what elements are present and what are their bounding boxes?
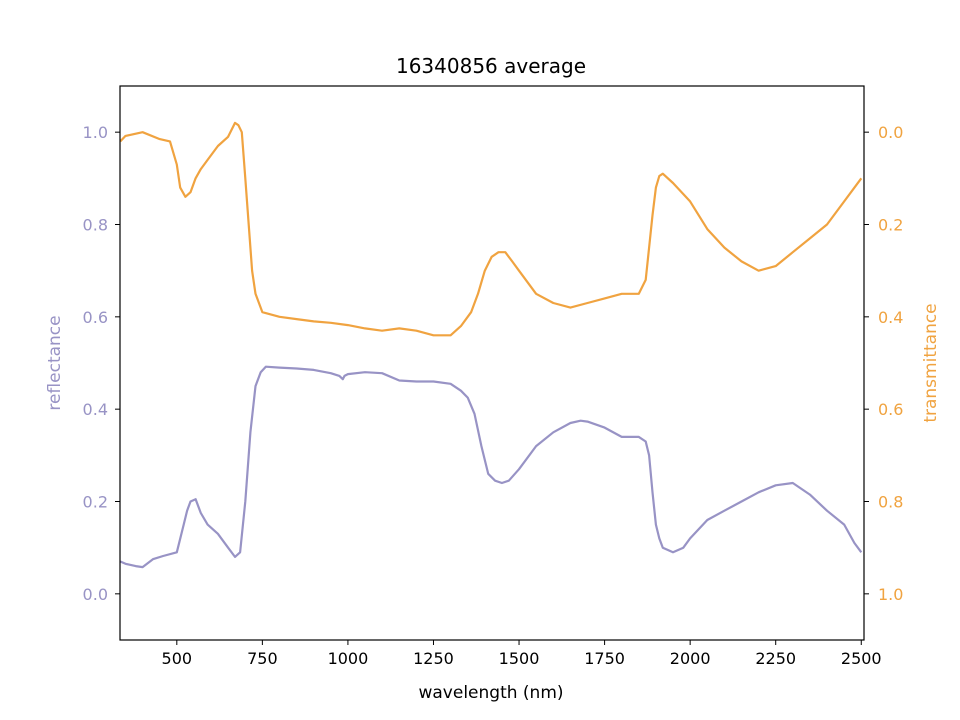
series-layer (119, 121, 863, 569)
x-axis: 500 750 1000 1250 1500 1750 2000 2250 2500 (162, 640, 882, 668)
x-tick-label: 2000 (670, 649, 711, 668)
y-right-tick-label: 1.0 (878, 585, 903, 604)
y-axis-left: 0.0 0.2 0.4 0.6 0.8 1.0 (83, 123, 120, 604)
y-left-tick-label: 1.0 (83, 123, 108, 142)
x-tick-label: 2500 (841, 649, 882, 668)
y-right-tick-label: 0.6 (878, 400, 903, 419)
x-tick-label: 2250 (755, 649, 796, 668)
transmittance-line (119, 121, 863, 337)
y-right-tick-label: 0.2 (878, 216, 903, 235)
y-right-tick-label: 0.0 (878, 123, 903, 142)
y-left-tick-label: 0.4 (83, 400, 108, 419)
y-axis-right-title: transmittance (921, 303, 941, 422)
x-tick-label: 1250 (413, 649, 454, 668)
x-axis-title: wavelength (nm) (418, 683, 563, 703)
plot-frame (119, 85, 865, 641)
y-axis-right: 0.0 0.2 0.4 0.6 0.8 1.0 (864, 123, 903, 604)
y-right-tick-label: 0.4 (878, 308, 903, 327)
x-tick-label: 1750 (584, 649, 625, 668)
y-right-tick-label: 0.8 (878, 493, 903, 512)
y-left-tick-label: 0.6 (83, 308, 108, 327)
y-left-tick-label: 0.0 (83, 585, 108, 604)
chart-title: 16340856 average (396, 54, 586, 78)
x-tick-label: 500 (162, 649, 193, 668)
y-left-tick-label: 0.8 (83, 216, 108, 235)
y-left-tick-label: 0.2 (83, 493, 108, 512)
x-tick-label: 1000 (328, 649, 369, 668)
reflectance-line (119, 365, 863, 569)
y-axis-left-title: reflectance (45, 315, 65, 410)
x-tick-label: 1500 (499, 649, 540, 668)
x-tick-label: 750 (247, 649, 278, 668)
